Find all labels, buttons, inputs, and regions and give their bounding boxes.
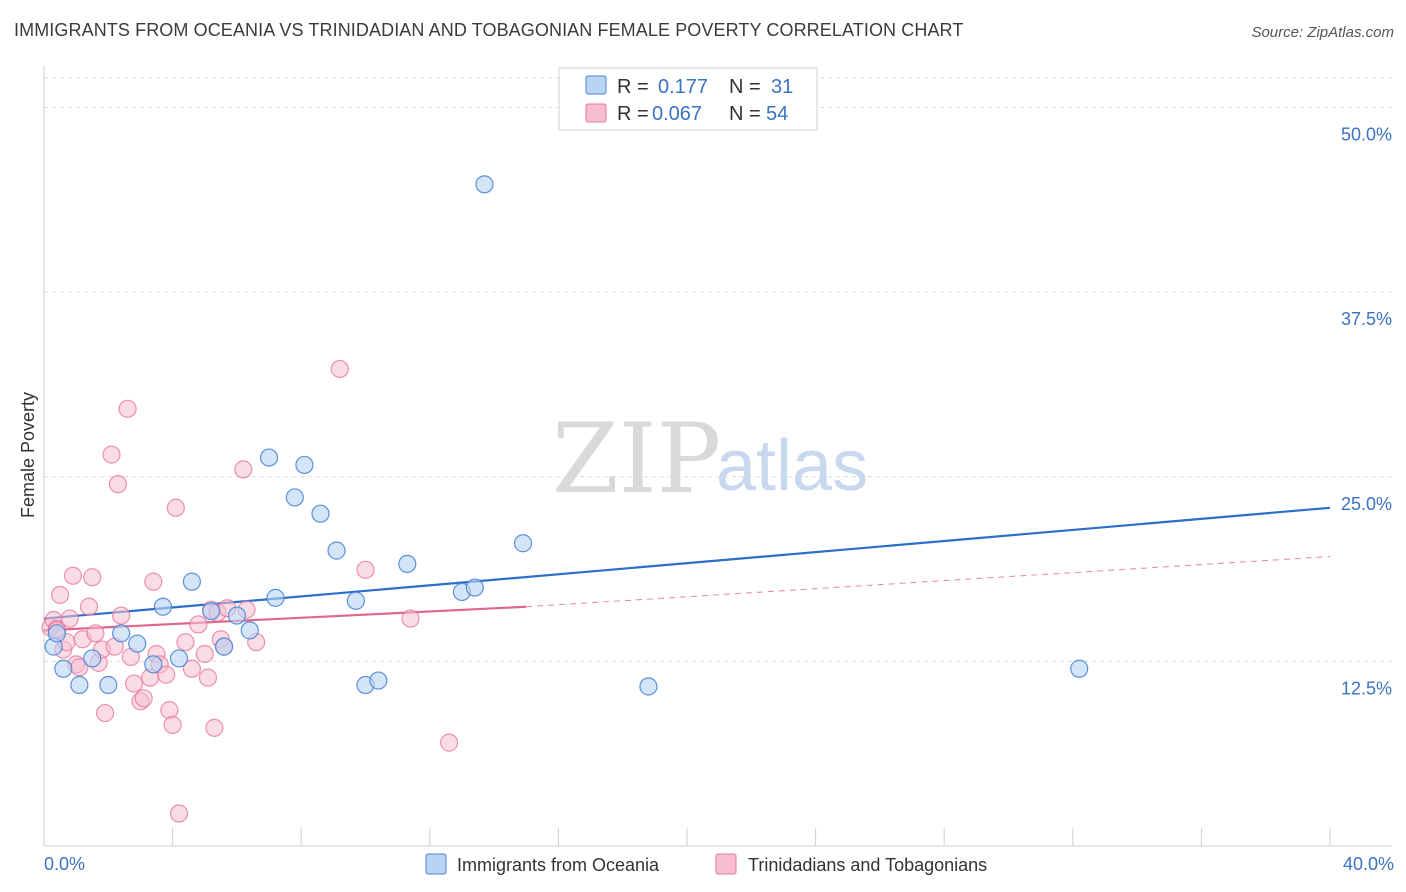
point-oceania bbox=[214, 637, 234, 656]
point-trinidadian bbox=[124, 674, 144, 693]
watermark-zip: ZIP bbox=[552, 403, 721, 515]
point-oceania bbox=[240, 621, 259, 640]
point-trinidadian bbox=[102, 445, 121, 464]
point-oceania bbox=[54, 659, 73, 678]
points-layer bbox=[41, 175, 1089, 823]
point-oceania bbox=[128, 634, 147, 653]
point-trinidadian bbox=[163, 715, 182, 734]
watermark-atlas: atlas bbox=[716, 426, 868, 506]
legend-swatch-pink bbox=[585, 103, 607, 123]
point-oceania bbox=[259, 448, 279, 467]
trendline-oceania bbox=[43, 506, 1331, 620]
point-oceania bbox=[465, 578, 484, 597]
watermark: ZIP atlas bbox=[552, 403, 868, 515]
point-oceania bbox=[639, 677, 658, 696]
point-oceania bbox=[327, 541, 346, 560]
point-oceania bbox=[112, 624, 131, 643]
x-tick-label-min: 0.0% bbox=[44, 854, 85, 874]
point-trinidadian bbox=[356, 560, 375, 579]
source-label: Source: ZipAtlas.com bbox=[1251, 24, 1394, 41]
point-trinidadian bbox=[108, 475, 128, 494]
chart-title: IMMIGRANTS FROM OCEANIA VS TRINIDADIAN A… bbox=[14, 20, 964, 40]
y-axis-title: Female Poverty bbox=[18, 392, 38, 518]
y-tick-label: 37.5% bbox=[1341, 309, 1392, 329]
legend-r-label-1: R = bbox=[617, 76, 649, 98]
bottom-legend-swatch-blue bbox=[425, 853, 447, 875]
point-trinidadian bbox=[234, 460, 253, 479]
point-trinidadian bbox=[198, 668, 218, 687]
point-oceania bbox=[99, 675, 118, 695]
point-oceania bbox=[311, 504, 330, 523]
legend-r-value-1: 0.177 bbox=[658, 76, 708, 98]
point-trinidadian bbox=[144, 572, 163, 591]
axis-layer: 12.5% 25.0% 37.5% 50.0% 0.0% 40.0% bbox=[43, 66, 1394, 874]
point-oceania bbox=[47, 624, 66, 643]
grid-layer bbox=[44, 77, 1392, 662]
point-trinidadian bbox=[160, 701, 179, 720]
point-oceania bbox=[369, 671, 388, 690]
point-oceania bbox=[346, 591, 365, 610]
point-trinidadian bbox=[195, 644, 214, 664]
legend-n-value-2: 54 bbox=[766, 103, 788, 125]
point-trinidadian bbox=[189, 615, 208, 634]
point-trinidadian bbox=[118, 399, 137, 418]
point-trinidadian bbox=[112, 606, 131, 625]
legend-n-label-1: N = bbox=[729, 76, 761, 98]
point-trinidadian bbox=[60, 609, 79, 628]
point-trinidadian bbox=[157, 665, 176, 684]
legend-r-value-2: 0.067 bbox=[652, 103, 702, 125]
bottom-legend-label-pink: Trinidadians and Tobagonians bbox=[748, 855, 987, 875]
point-oceania bbox=[295, 455, 314, 475]
legend-r-label-2: R = bbox=[617, 103, 649, 125]
point-trinidadian bbox=[83, 568, 102, 587]
point-trinidadian bbox=[95, 703, 115, 723]
point-oceania bbox=[182, 572, 201, 591]
x-tick-label-max: 40.0% bbox=[1343, 854, 1394, 874]
legend-n-value-1: 31 bbox=[771, 76, 793, 98]
point-oceania bbox=[153, 597, 173, 616]
bottom-legend: Immigrants from Oceania Trinidadians and… bbox=[425, 853, 987, 875]
point-oceania bbox=[398, 554, 417, 574]
top-legend: R = 0.177 N = 31 R = 0.067 N = 54 bbox=[558, 67, 818, 131]
point-trinidadian bbox=[205, 718, 224, 737]
legend-swatch-blue bbox=[585, 75, 607, 95]
point-oceania bbox=[202, 602, 221, 621]
point-oceania bbox=[285, 488, 304, 507]
y-tick-label: 12.5% bbox=[1341, 678, 1392, 698]
point-oceania bbox=[513, 534, 533, 553]
point-trinidadian bbox=[439, 733, 459, 752]
point-trinidadian bbox=[50, 585, 70, 605]
point-oceania bbox=[169, 649, 189, 668]
point-oceania bbox=[475, 175, 494, 194]
point-trinidadian bbox=[134, 689, 153, 708]
point-trinidadian bbox=[401, 609, 420, 628]
point-trinidadian bbox=[63, 566, 83, 585]
point-trinidadian bbox=[176, 633, 195, 652]
point-trinidadian bbox=[169, 804, 189, 823]
point-trinidadian bbox=[182, 659, 201, 678]
point-oceania bbox=[144, 655, 163, 674]
point-trinidadian bbox=[330, 359, 349, 379]
point-oceania bbox=[266, 588, 285, 607]
y-tick-label: 25.0% bbox=[1341, 494, 1392, 514]
point-trinidadian bbox=[86, 624, 105, 643]
bottom-legend-label-blue: Immigrants from Oceania bbox=[457, 855, 660, 875]
y-tick-label: 50.0% bbox=[1341, 125, 1392, 145]
legend-n-label-2: N = bbox=[729, 103, 761, 125]
trendline-trinidadian-dashed bbox=[526, 556, 1331, 608]
point-oceania bbox=[70, 675, 89, 695]
point-trinidadian bbox=[79, 597, 99, 616]
point-trinidadian bbox=[166, 498, 185, 517]
point-oceania bbox=[227, 606, 246, 625]
bottom-legend-swatch-pink bbox=[715, 853, 737, 875]
point-oceania bbox=[83, 649, 102, 668]
point-oceania bbox=[1070, 659, 1089, 678]
